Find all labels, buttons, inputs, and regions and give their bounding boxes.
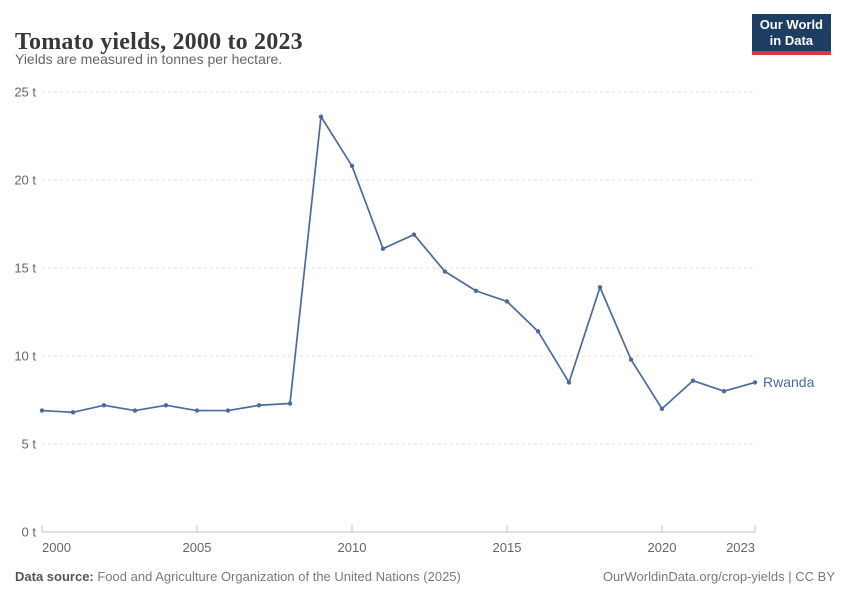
data-point[interactable]	[566, 380, 572, 385]
data-point[interactable]	[318, 114, 324, 119]
credit-link[interactable]: OurWorldinData.org/crop-yields | CC BY	[602, 569, 835, 584]
data-point[interactable]	[504, 299, 510, 304]
page-title: Tomato yields, 2000 to 2023	[15, 29, 303, 56]
data-point[interactable]	[690, 378, 696, 383]
owid-logo-line1: Our World	[759, 17, 823, 32]
owid-logo-line2: in Data	[769, 33, 814, 48]
x-tick-label: 2023	[726, 540, 755, 555]
data-source-note: Data source: Food and Agriculture Organi…	[15, 569, 461, 584]
chart-footer: Data source: Food and Agriculture Organi…	[15, 569, 835, 584]
x-tick-label: 2020	[648, 540, 677, 555]
y-tick-label: 25 t	[14, 85, 36, 100]
owid-logo[interactable]: Our World in Data	[751, 14, 831, 55]
data-point[interactable]	[721, 389, 727, 394]
data-point[interactable]	[628, 357, 634, 362]
chart-subtitle: Yields are measured in tonnes per hectar…	[15, 51, 283, 67]
y-tick-label: 5 t	[22, 437, 37, 452]
data-point[interactable]	[380, 246, 386, 251]
data-point[interactable]	[442, 269, 448, 274]
data-point[interactable]	[225, 408, 231, 413]
data-point[interactable]	[349, 163, 355, 169]
x-tick-label: 2010	[338, 540, 367, 555]
data-point[interactable]	[473, 288, 479, 294]
x-tick-label: 2015	[493, 540, 522, 555]
y-tick-label: 10 t	[14, 349, 36, 364]
x-tick-label: 2000	[42, 540, 71, 555]
data-point[interactable]	[411, 232, 417, 237]
line-chart[interactable]: 0 t 5 t 10 t 15 t 20 t 25 t 2000 2005 2010 2015 20…	[0, 80, 850, 565]
data-point[interactable]	[39, 408, 45, 413]
data-point[interactable]	[659, 406, 665, 411]
y-tick-label: 0 t	[22, 525, 37, 540]
y-tick-label: 20 t	[14, 173, 36, 188]
data-point[interactable]	[535, 329, 541, 334]
data-point[interactable]	[163, 403, 169, 408]
series-end-label[interactable]: Rwanda	[763, 374, 815, 390]
x-tick-label: 2005	[183, 540, 212, 555]
data-point[interactable]	[101, 403, 107, 408]
data-point[interactable]	[752, 380, 758, 385]
data-line[interactable]	[41, 115, 756, 414]
data-point[interactable]	[256, 403, 262, 408]
y-tick-label: 15 t	[14, 261, 36, 276]
data-point[interactable]	[287, 401, 293, 406]
data-source-text: Food and Agriculture Organization of the…	[93, 569, 461, 584]
data-point[interactable]	[597, 285, 603, 290]
data-point[interactable]	[132, 408, 138, 413]
data-point[interactable]	[70, 410, 76, 415]
data-point[interactable]	[194, 408, 200, 413]
data-source-label: Data source:	[15, 569, 94, 584]
